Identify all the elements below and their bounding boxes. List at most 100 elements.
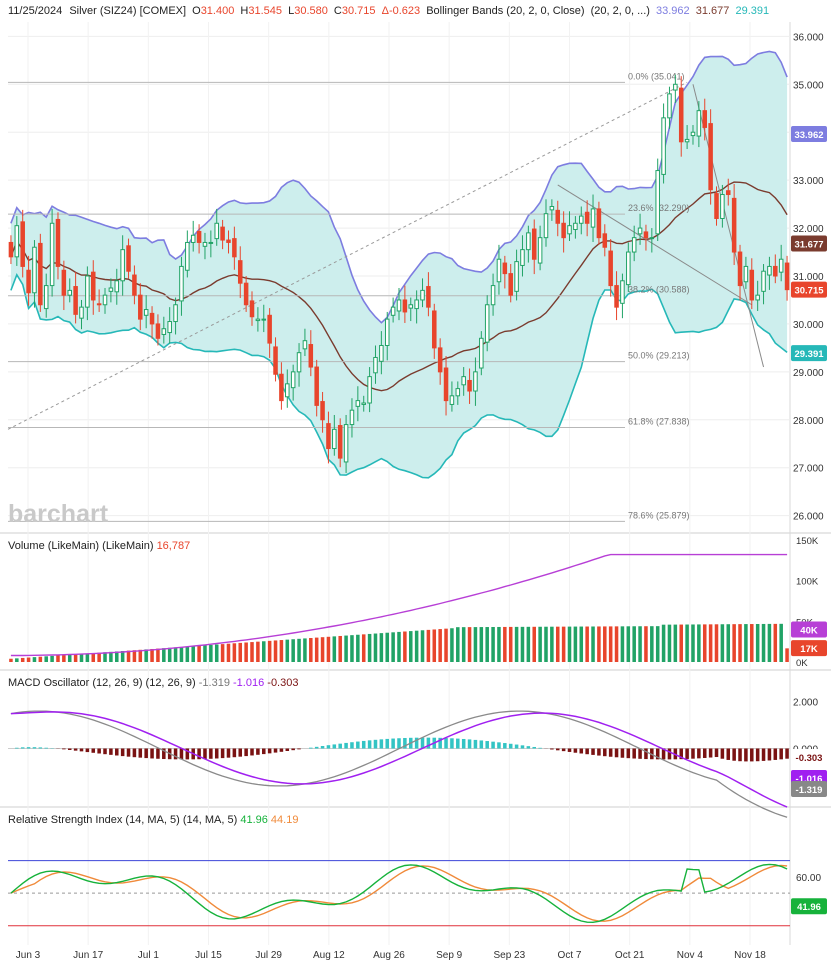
macd-histogram-bar [133, 749, 137, 758]
macd-histogram-bar [374, 740, 378, 749]
macd-histogram-bar [421, 738, 425, 749]
candle-body [74, 287, 78, 315]
candle-body [697, 111, 701, 136]
volume-bar [756, 624, 760, 662]
macd-histogram-bar [597, 749, 601, 756]
macd-histogram-bar [91, 749, 95, 753]
macd-histogram-bar [462, 739, 466, 749]
candle-body [215, 223, 219, 238]
macd-histogram-bar [268, 749, 272, 754]
candle-body [315, 367, 319, 405]
candle-body [50, 223, 54, 285]
candle-body [603, 234, 607, 247]
candle-body [56, 219, 60, 266]
fib-level-label: 38.2% (30.588) [628, 285, 690, 295]
volume-bar [262, 641, 266, 662]
volume-layer [9, 555, 789, 662]
volume-bar [668, 625, 672, 662]
volume-bar [468, 627, 472, 662]
volume-bar [544, 627, 548, 662]
candle-body [68, 290, 72, 295]
volume-bar [291, 639, 295, 662]
volume-bar [56, 655, 60, 662]
candle-body [27, 270, 31, 293]
macd-histogram-bar [385, 739, 389, 749]
volume-bar [303, 638, 307, 662]
macd-histogram-bar [456, 739, 460, 749]
macd-histogram-bar [638, 749, 642, 759]
candle-body [774, 266, 778, 276]
volume-bar [703, 624, 707, 662]
time-tick-label: Oct 7 [558, 950, 582, 961]
volume-bar [438, 629, 442, 662]
header-high-label: H [240, 5, 248, 17]
macd-histogram-bar [644, 749, 648, 760]
volume-tick-label: 0K [796, 658, 808, 669]
macd-histogram-bar [585, 749, 589, 755]
barchart-watermark: barchart [8, 500, 109, 528]
volume-bar [380, 633, 384, 662]
macd-histogram-bar [321, 746, 325, 748]
volume-bar [744, 624, 748, 662]
macd-histogram-bar [327, 745, 331, 748]
volume-bar [779, 624, 783, 662]
volume-bar [503, 627, 507, 662]
volume-bar [650, 626, 654, 662]
volume-bar [721, 624, 725, 662]
macd-histogram-bar [215, 749, 219, 759]
macd-histogram-bar [527, 746, 531, 748]
candle-body [268, 315, 272, 343]
macd-histogram-bar [286, 749, 290, 751]
candle-body [444, 368, 448, 401]
macd-histogram-bar [280, 749, 284, 752]
volume-bar [68, 655, 72, 662]
candle-body [509, 274, 513, 296]
candle-body [409, 305, 413, 308]
volume-bar [15, 658, 19, 662]
macd-histogram-bar [291, 749, 295, 751]
chart-header: 11/25/2024 Silver (SIZ24) [COMEX] O31.40… [8, 5, 769, 17]
candle-body [162, 329, 166, 335]
header-close: 30.715 [342, 5, 376, 17]
header-high: 31.545 [248, 5, 282, 17]
macd-histogram-bar [27, 747, 31, 748]
volume-bar [638, 626, 642, 662]
volume-bar [368, 634, 372, 662]
macd-histogram-bar [715, 749, 719, 758]
time-tick-label: Jul 1 [138, 950, 160, 961]
volume-bar [297, 639, 301, 662]
volume-bar [391, 632, 395, 662]
header-bb-lower: 29.391 [735, 5, 769, 17]
volume-bar [591, 626, 595, 662]
candle-body [262, 319, 266, 320]
badge-bb-mid: 31.677 [794, 240, 823, 251]
volume-bar [139, 650, 143, 662]
candle-body [768, 266, 772, 275]
volume-bar [726, 624, 730, 662]
macd-histogram-bar [762, 749, 766, 761]
volume-bar [538, 627, 542, 662]
volume-bar [433, 629, 437, 662]
candle-body [21, 222, 25, 267]
candle-body [309, 345, 313, 368]
volume-bar [768, 624, 772, 662]
time-tick-label: Sep 23 [493, 950, 525, 961]
volume-bar [485, 627, 489, 662]
volume-bar [685, 625, 689, 662]
candle-body [591, 209, 595, 227]
candle-body [715, 194, 719, 219]
macd-histogram-bar [44, 748, 48, 749]
macd-histogram-bar [627, 749, 631, 759]
candle-body [597, 209, 601, 238]
volume-bar [180, 647, 184, 662]
macd-histogram-bar [556, 749, 560, 751]
volume-bar [597, 626, 601, 662]
candle-body [350, 410, 354, 424]
volume-bar [444, 629, 448, 662]
volume-bar [250, 642, 254, 662]
volume-bar [509, 627, 513, 662]
candle-body [538, 238, 542, 263]
macd-histogram-bar [127, 749, 131, 757]
volume-bar [309, 638, 313, 662]
